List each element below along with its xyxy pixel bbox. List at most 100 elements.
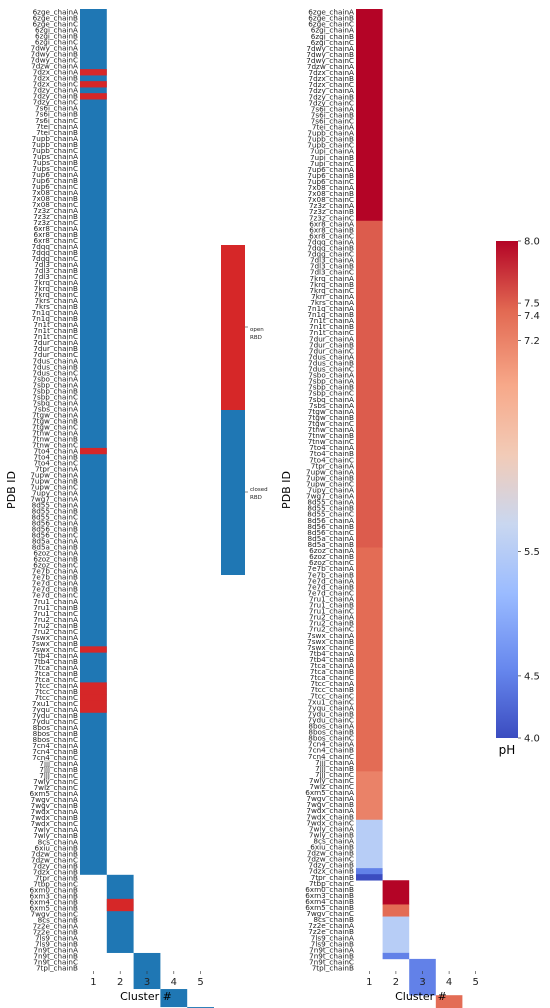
y-tick-label: 7upb_chainB	[307, 135, 354, 144]
y-tick-label: 7wg7_chainA	[306, 492, 354, 501]
y-tick-label: 6zgi_chainA	[35, 26, 78, 35]
cluster-block	[160, 989, 188, 1008]
y-tick-label: 6zgi_chainC	[35, 38, 78, 47]
y-tick-label: 7n9t_chainB	[309, 951, 354, 960]
y-tick-label: 6xm4_chainB	[30, 897, 79, 906]
y-tick-label: 8d5a_chainA	[308, 534, 355, 543]
y-tick-label: 7upy_chainA	[308, 486, 354, 495]
x-tick-label: 5	[197, 977, 203, 988]
y-tick-label: 6xiu_chainB	[310, 843, 354, 852]
y-tick-label: 7dzy_chainB	[308, 861, 354, 870]
y-tick-label: 7tb4_chainA	[309, 649, 354, 658]
y-tick-label: 7z3z_chainC	[33, 218, 78, 227]
y-tick-label: 7z3z_chainB	[33, 212, 78, 221]
y-tick-label: 7tb4_chainB	[33, 657, 78, 666]
y-tick-label: 7n9t_chainA	[33, 945, 78, 954]
y-tick-label: 6zoz_chainB	[309, 552, 354, 561]
y-tick-label: 6xm5_chainB	[305, 903, 354, 912]
y-tick-label: 7dur_chainC	[33, 350, 78, 359]
y-tick-label: 7dzx_chainC	[308, 80, 354, 89]
open-rbd-cell	[80, 69, 107, 76]
legend-open-swatch	[221, 245, 245, 410]
y-tick-label: 7wly_chainA	[33, 825, 78, 834]
y-tick-label: 7ru2_chainA	[309, 613, 354, 622]
y-tick-label: 7to4_chainA	[34, 446, 79, 455]
y-tick-label: 7jjj_chainC	[39, 771, 78, 780]
y-tick-label: 8d56_chainC	[32, 531, 78, 540]
y-tick-label: 6zoz_chainC	[309, 558, 354, 567]
y-tick-label: 7up6_chainC	[307, 177, 354, 186]
colorbar-tick-label: 7.4	[524, 311, 540, 322]
y-tick-label: 8bos_chainB	[33, 729, 78, 738]
colorbar-tick-label: 7.5	[524, 299, 540, 310]
y-tick-label: 6zge_chainC	[308, 20, 354, 29]
y-tick-label: 8bos_chainA	[308, 722, 354, 731]
y-tick-label: 7dqq_chainA	[32, 242, 78, 251]
y-tick-label: 8cs_chainA	[38, 837, 78, 846]
y-tick-label: 8d56_chainC	[307, 528, 354, 537]
ph-block	[382, 916, 410, 954]
y-tick-label: 7tb4_chainB	[309, 655, 354, 664]
y-tick-label: 7s6i_chainB	[35, 110, 78, 119]
y-tick-label: 7wly_chainC	[33, 777, 78, 786]
ph-block	[356, 868, 383, 875]
y-tick-label: 7sbs_chainA	[33, 404, 78, 413]
ph-block	[356, 220, 383, 548]
right-y-axis-label: PDB ID	[280, 471, 293, 509]
y-tick-label: 7swx_chainB	[307, 637, 354, 646]
open-rbd-cell	[80, 81, 107, 88]
ph-block	[356, 547, 383, 772]
y-tick-label: 6zoz_chainB	[33, 555, 78, 564]
y-tick-label: 7n1t_chainA	[33, 320, 78, 329]
y-tick-label: 7upi_chainC	[310, 159, 354, 168]
y-tick-label: 7sbp_chainC	[32, 392, 78, 401]
colorbar-ticks: 4.0 4.5 5.5 7.2 7.47.5 8.0	[518, 237, 540, 745]
y-tick-label: 7z2e_chainA	[308, 921, 354, 930]
y-tick-label: 7jjj_chainB	[315, 764, 354, 773]
y-tick-label: 7z2e_chainB	[308, 927, 354, 936]
y-tick-label: 7dqq_chainB	[307, 244, 354, 253]
y-tick-label: 7z3z_chainC	[309, 213, 354, 222]
y-tick-label: 7yqu_chainA	[32, 705, 78, 714]
y-tick-label: 7jjj_chainC	[315, 770, 354, 779]
y-tick-label: 7sbo_chainA	[308, 371, 354, 380]
open-rbd-cell	[80, 447, 107, 455]
y-tick-label: 6xr8_chainA	[34, 224, 78, 233]
y-tick-label: 7wgv_chainB	[306, 800, 354, 809]
y-tick-label: 6zoz_chainA	[309, 546, 354, 555]
y-tick-label: 7x08_chainC	[308, 195, 354, 204]
y-tick-label: 7tei_chainB	[36, 128, 78, 137]
y-tick-label: 7ups_chainC	[32, 164, 78, 173]
y-tick-label: 7dwy_chainA	[31, 44, 78, 53]
y-tick-label: 7wly_chainC	[309, 776, 354, 785]
y-tick-label: 8d55_chainC	[32, 513, 78, 522]
y-tick-label: 6zoz_chainC	[33, 561, 78, 570]
y-tick-label: 7x08_chainA	[308, 183, 354, 192]
right-heatmap-cells	[356, 9, 463, 1008]
y-tick-label: 7n9t_chainC	[33, 958, 78, 967]
y-tick-label: 7wgv_chainC	[31, 909, 78, 918]
y-tick-label: 7wg7_chainA	[30, 495, 78, 504]
open-rbd-cell	[80, 688, 107, 695]
y-tick-label: 7tb4_chainA	[33, 651, 78, 660]
y-tick-label: 7z3z_chainA	[309, 201, 354, 210]
y-tick-label: 7tei_chainA	[36, 122, 78, 131]
y-tick-label: 7dzx_chainC	[33, 80, 78, 89]
y-tick-label: 6zge_chainC	[32, 20, 78, 29]
y-tick-label: 7krs_chainA	[310, 298, 354, 307]
y-tick-label: 6xm0_chainB	[30, 885, 79, 894]
y-tick-label: 7wgv_chainA	[31, 795, 78, 804]
y-tick-label: 7tgw_chainC	[32, 422, 78, 431]
y-tick-label: 7ru1_chainA	[309, 594, 354, 603]
y-tick-label: 8cs_chainB	[313, 915, 354, 924]
y-tick-label: 7ls9_chainB	[35, 939, 78, 948]
y-tick-label: 6xm5_chainA	[305, 788, 354, 797]
y-tick-label: 7tpr_chainA	[35, 464, 78, 473]
y-tick-label: 7jjj_chainB	[39, 765, 78, 774]
x-tick-label: 4	[171, 977, 177, 988]
y-tick-label: 7dus_chainB	[308, 358, 354, 367]
y-tick-label: 7wly_chainA	[309, 824, 354, 833]
y-tick-label: 8d55_chainC	[307, 510, 354, 519]
y-tick-label: 7yqu_chainA	[308, 703, 354, 712]
y-tick-label: 7krq_chainA	[310, 274, 355, 283]
